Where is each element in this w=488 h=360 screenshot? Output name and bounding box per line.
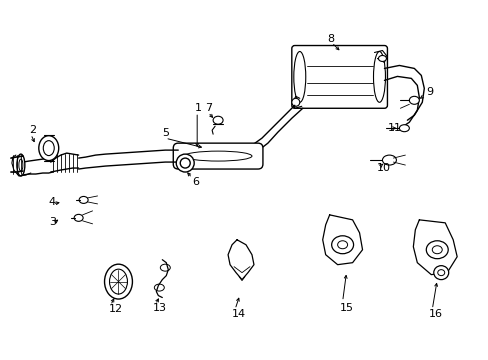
Text: 12: 12 (108, 305, 122, 315)
Ellipse shape (79, 197, 88, 203)
Ellipse shape (378, 55, 386, 62)
Text: 6: 6 (192, 177, 199, 187)
Text: 13: 13 (152, 302, 166, 312)
Ellipse shape (293, 51, 305, 102)
Ellipse shape (74, 214, 83, 221)
Ellipse shape (373, 51, 385, 102)
Ellipse shape (291, 98, 299, 106)
Text: 1: 1 (195, 103, 202, 113)
Text: 16: 16 (428, 310, 443, 319)
Ellipse shape (180, 158, 190, 168)
Ellipse shape (17, 154, 25, 176)
FancyBboxPatch shape (173, 143, 263, 169)
Ellipse shape (331, 236, 353, 254)
FancyBboxPatch shape (291, 45, 386, 108)
Ellipse shape (399, 125, 408, 132)
Text: 15: 15 (339, 302, 353, 312)
Ellipse shape (408, 96, 419, 104)
Text: 8: 8 (327, 33, 334, 44)
Ellipse shape (426, 241, 447, 259)
Text: 2: 2 (29, 125, 36, 135)
Text: 11: 11 (386, 123, 401, 133)
Text: 10: 10 (376, 163, 390, 173)
Text: 14: 14 (232, 310, 245, 319)
Text: 4: 4 (49, 197, 56, 207)
Ellipse shape (39, 136, 59, 161)
Ellipse shape (213, 116, 223, 124)
Text: 7: 7 (205, 103, 212, 113)
Text: 3: 3 (49, 217, 56, 227)
Ellipse shape (433, 266, 448, 280)
Ellipse shape (176, 154, 194, 172)
Text: 5: 5 (162, 128, 169, 138)
Ellipse shape (104, 264, 132, 299)
Ellipse shape (382, 155, 396, 165)
Text: 9: 9 (426, 87, 432, 97)
